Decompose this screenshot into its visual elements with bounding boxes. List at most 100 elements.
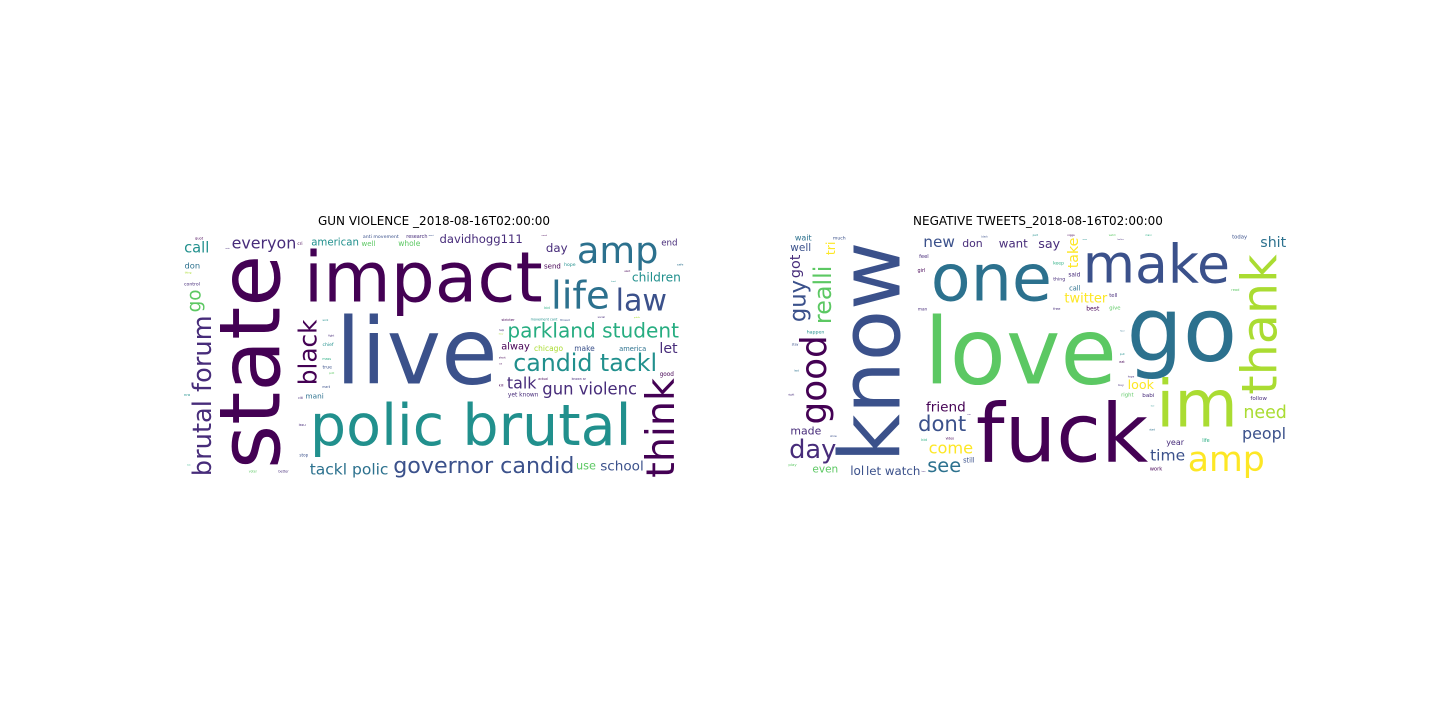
word-lead: lead bbox=[611, 281, 616, 283]
word-everyon: everyon bbox=[232, 234, 297, 253]
word-davidhogg111: davidhogg111 bbox=[440, 232, 523, 246]
word-mass: mass bbox=[322, 357, 331, 361]
word-peopl: peopl bbox=[1242, 424, 1286, 443]
word-call: call bbox=[1069, 284, 1080, 292]
word-much: much bbox=[833, 236, 846, 242]
word-twitter: twitter bbox=[1064, 291, 1108, 306]
word-see: see bbox=[927, 454, 961, 477]
word-make: make bbox=[574, 344, 595, 353]
word-wait: wait bbox=[795, 234, 812, 243]
word-life: life bbox=[551, 274, 610, 319]
word-day: day bbox=[789, 435, 836, 465]
word-think: think bbox=[638, 378, 684, 478]
word-well: well bbox=[362, 240, 376, 248]
word-know: know bbox=[822, 242, 920, 463]
word-tri: tri bbox=[823, 242, 838, 256]
word-american: american bbox=[311, 238, 359, 249]
word-well: well bbox=[790, 242, 811, 254]
word-send: send bbox=[544, 262, 561, 270]
word-live: live bbox=[336, 299, 498, 406]
word-free: free bbox=[1053, 307, 1061, 311]
word-kid: kid bbox=[921, 437, 927, 442]
word-state: state bbox=[201, 255, 300, 469]
word-got: got bbox=[788, 254, 804, 278]
word-want: want bbox=[999, 237, 1028, 251]
panel-title: GUN VIOLENCE _2018-08-16T02:00:00 bbox=[317, 214, 551, 228]
word-movement-cant: movement cant bbox=[531, 318, 559, 322]
word-actual: actual bbox=[538, 377, 548, 381]
word-shit: shit bbox=[1260, 235, 1286, 251]
word-face: face bbox=[1120, 331, 1125, 333]
word-two: two bbox=[922, 470, 927, 473]
word-keep: keep bbox=[1053, 261, 1064, 267]
word-governor-candid: governor candid bbox=[393, 453, 574, 479]
word-citi: citi bbox=[298, 396, 303, 400]
word-public: public bbox=[634, 317, 641, 319]
word-law: law bbox=[187, 465, 191, 467]
word-one: one bbox=[931, 240, 1052, 316]
word-last: last bbox=[794, 368, 799, 372]
word-marii: marii bbox=[322, 385, 330, 389]
word-let-watch: let watch bbox=[866, 464, 920, 478]
word-thread: thread bbox=[560, 318, 570, 322]
word-say: say bbox=[1038, 236, 1060, 251]
word-need: need bbox=[1243, 403, 1286, 423]
word-follow: follow bbox=[1250, 396, 1267, 402]
word-hope: hope bbox=[564, 262, 576, 268]
word-work: work bbox=[323, 319, 329, 322]
word-stop: stop bbox=[299, 453, 308, 458]
word-safe: safe bbox=[677, 263, 683, 267]
word-show: show bbox=[830, 434, 838, 438]
word-america: america bbox=[619, 345, 646, 353]
word-true: true bbox=[323, 365, 333, 371]
word-said: said bbox=[1068, 272, 1080, 278]
word-voter: voter bbox=[249, 470, 258, 474]
word-issu: issu bbox=[299, 423, 306, 427]
word-need: need bbox=[542, 235, 548, 237]
word-quot: quot bbox=[195, 236, 204, 240]
word-thank: thank bbox=[1231, 254, 1289, 395]
word-help: help bbox=[499, 329, 505, 332]
word-tackl-polic: tackl polic bbox=[310, 460, 389, 478]
word-day: day bbox=[546, 241, 568, 255]
word-run: run bbox=[967, 413, 971, 416]
word-year: year bbox=[1166, 438, 1185, 447]
word-chicago: chicago bbox=[534, 344, 563, 353]
word-gun-violenc: gun violenc bbox=[542, 379, 637, 398]
word-make: make bbox=[1083, 232, 1230, 295]
word-eat: eat bbox=[1119, 360, 1125, 364]
word-better: better bbox=[278, 470, 289, 474]
word-read: read bbox=[1231, 288, 1239, 292]
word-new: new bbox=[923, 233, 955, 251]
word-shoot: shoot bbox=[499, 357, 506, 360]
word-good: good bbox=[794, 335, 835, 424]
word-life: life bbox=[1202, 438, 1209, 444]
word-video: video bbox=[946, 437, 955, 441]
word-go: go bbox=[185, 289, 206, 312]
word-impact: impact bbox=[304, 239, 543, 319]
word-come: come bbox=[929, 439, 974, 458]
word-call: call bbox=[184, 239, 209, 256]
word-anti-movement: anti movement bbox=[363, 234, 399, 240]
word-black: black bbox=[293, 319, 322, 385]
word-yet-known: yet known bbox=[508, 393, 539, 399]
word-stay: stay bbox=[792, 342, 799, 346]
word-work: work bbox=[1150, 467, 1163, 473]
word-vote: vote bbox=[225, 247, 230, 250]
word-law: law bbox=[616, 283, 667, 318]
word-mani: mani bbox=[1145, 234, 1151, 237]
word-social: social bbox=[598, 315, 606, 319]
word-kid: kid bbox=[544, 306, 550, 310]
word-dont: dont bbox=[918, 411, 966, 436]
word-im: im bbox=[1156, 368, 1238, 443]
word-kill: kill bbox=[499, 383, 504, 387]
word-even: even bbox=[812, 464, 838, 476]
word-end: end bbox=[661, 238, 677, 248]
word-polit: polit bbox=[329, 372, 334, 375]
word-play: play bbox=[788, 462, 797, 467]
word-hear: hear bbox=[499, 332, 504, 335]
word-brutal-forum: brutal forum bbox=[188, 315, 218, 476]
word-best: best bbox=[1086, 306, 1100, 313]
word-love: love bbox=[924, 299, 1117, 406]
word-known-ar: known ar bbox=[572, 377, 587, 381]
